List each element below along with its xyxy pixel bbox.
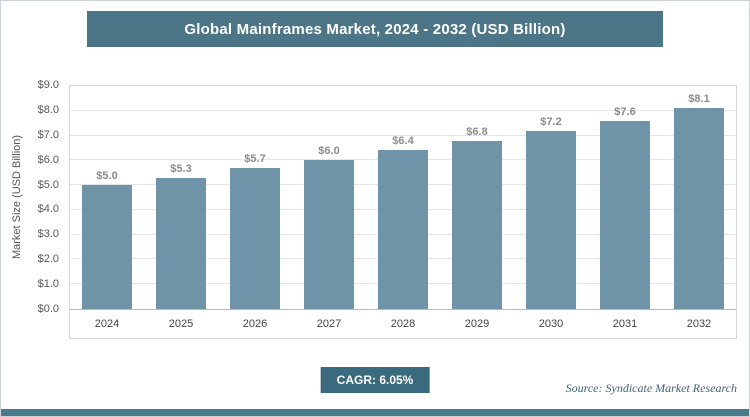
y-tick-label: $5.0	[37, 178, 59, 191]
source-text: Source: Syndicate Market Research	[565, 381, 737, 395]
chart-title: Global Mainframes Market, 2024 - 2032 (U…	[184, 20, 566, 38]
bar	[599, 120, 651, 309]
bar-value-label: $6.8	[466, 125, 488, 138]
x-tick-label: 2028	[390, 318, 416, 330]
y-tick-label: $8.0	[37, 103, 59, 116]
plot-area: $5.0 $5.3 $5.7 $6.0 $6.4 $6.8 $7.2 $7.6 $8.1	[70, 86, 736, 310]
bar-value-label: $5.7	[244, 152, 266, 165]
bar-column: $8.1	[662, 86, 736, 309]
y-tick-label: $7.0	[37, 128, 59, 141]
bar-value-label: $6.4	[392, 135, 414, 148]
bottom-accent-bar	[1, 409, 749, 416]
bar-column: $6.0	[292, 86, 366, 309]
x-tick-label: 2029	[464, 318, 490, 330]
y-axis-title: Market Size (USD Billion)	[11, 134, 23, 260]
cagr-badge: CAGR: 6.05%	[320, 367, 430, 393]
x-tick-label: 2032	[686, 318, 712, 330]
bar-value-label: $5.3	[170, 162, 192, 175]
bar-column: $6.4	[366, 86, 440, 309]
y-tick-label: $4.0	[37, 203, 59, 216]
bar	[451, 140, 503, 309]
x-tick-label: 2026	[242, 318, 268, 330]
x-tick-label: 2024	[94, 318, 120, 330]
bar-column: $7.2	[514, 86, 588, 309]
x-tick-label: 2031	[612, 318, 638, 330]
bar-value-label: $8.1	[688, 93, 710, 106]
chart-title-bar: Global Mainframes Market, 2024 - 2032 (U…	[87, 11, 663, 47]
cagr-label: CAGR: 6.05%	[336, 373, 414, 387]
x-tick-label: 2027	[316, 318, 342, 330]
bar	[81, 185, 133, 309]
bar	[155, 177, 207, 309]
y-axis-ticks: $0.0 $1.0 $2.0 $3.0 $4.0 $5.0 $6.0 $7.0 $8.0 $9.0	[25, 79, 65, 315]
bar-column: $6.8	[440, 86, 514, 309]
bar-column: $5.3	[144, 86, 218, 309]
bar	[303, 160, 355, 309]
y-tick-label: $0.0	[37, 303, 59, 315]
bar-value-label: $6.0	[318, 145, 340, 158]
y-tick-label: $9.0	[37, 79, 59, 91]
gridline	[70, 109, 736, 111]
bar	[377, 150, 429, 309]
x-tick-label: 2025	[168, 318, 194, 330]
y-tick-label: $2.0	[37, 253, 59, 266]
bar-column: $7.6	[588, 86, 662, 309]
x-tick-label: 2030	[538, 318, 564, 330]
y-tick-label: $6.0	[37, 153, 59, 166]
bar-series: $5.0 $5.3 $5.7 $6.0 $6.4 $6.8 $7.2 $7.6 $8.1	[70, 86, 736, 309]
bar-column: $5.0	[70, 86, 144, 309]
y-tick-label: $1.0	[37, 278, 59, 291]
gridline	[70, 134, 736, 136]
bar-value-label: $5.0	[96, 170, 118, 183]
bar-value-label: $7.6	[614, 105, 636, 118]
x-axis-labels: 2024 2025 2026 2027 2028 2029 2030 2031 2032	[70, 310, 736, 338]
bar	[229, 167, 281, 309]
plot-box: $5.0 $5.3 $5.7 $6.0 $6.4 $6.8 $7.2 $7.6 $8.1 202…	[69, 85, 737, 339]
bar-value-label: $7.2	[540, 115, 562, 128]
bar	[525, 130, 577, 309]
bar	[673, 108, 725, 309]
bar-column: $5.7	[218, 86, 292, 309]
y-tick-label: $3.0	[37, 228, 59, 241]
